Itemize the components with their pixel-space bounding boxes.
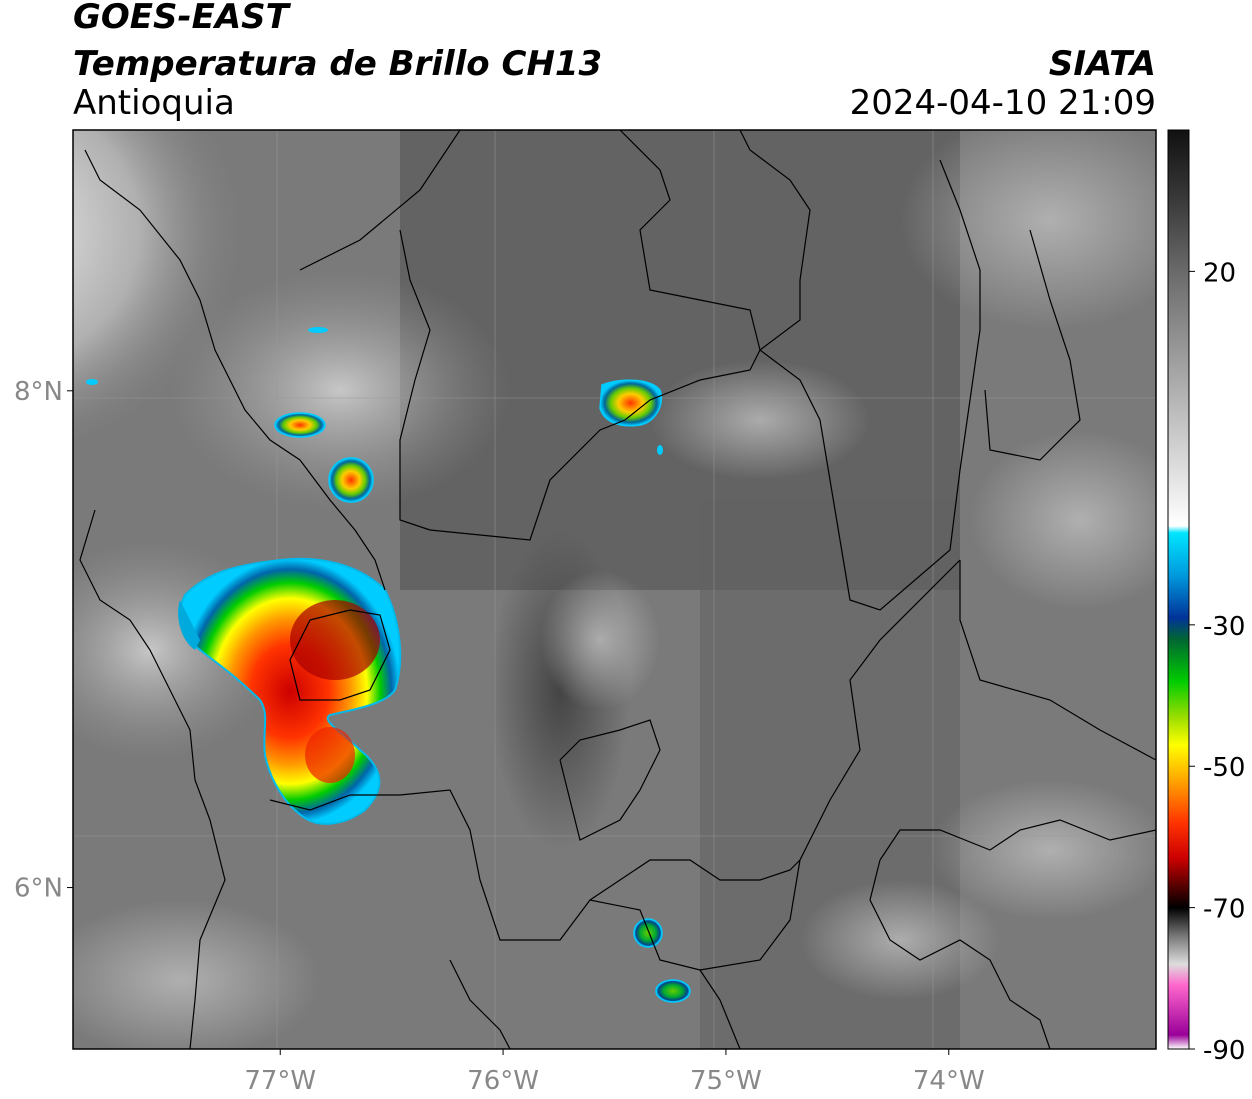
cell-south-2 — [655, 979, 691, 1003]
lat-tick-label: 6°N — [14, 874, 63, 904]
colorbar-tick-label: 20 — [1203, 258, 1236, 288]
cell-gulf-small — [274, 412, 326, 438]
longitude-tick-labels: 77°W 76°W 75°W 74°W — [244, 1049, 985, 1096]
agency-label: SIATA — [1048, 44, 1156, 84]
colorbar-tick-label: -90 — [1203, 1036, 1245, 1066]
datetime-label: 2024-04-10 21:09 — [849, 83, 1156, 123]
colorbar-tick-label: -50 — [1203, 753, 1245, 783]
product-title: Temperatura de Brillo CH13 — [73, 44, 603, 84]
colorbar-bar — [1167, 129, 1190, 1050]
satellite-image — [73, 130, 1156, 1049]
lon-tick-label: 77°W — [244, 1066, 316, 1096]
satellite-title: GOES-EAST — [73, 0, 289, 37]
lon-tick-label: 74°W — [913, 1066, 985, 1096]
lon-tick-label: 76°W — [467, 1066, 539, 1096]
convective-cells — [86, 327, 691, 1003]
cell-coast-small — [328, 457, 374, 503]
political-boundaries — [79, 130, 1156, 1049]
latitude-tick-labels: 8°N 6°N — [14, 377, 73, 904]
cell-south-1 — [633, 918, 663, 948]
lon-tick-label: 75°W — [690, 1066, 762, 1096]
colorbar-tick-label: -30 — [1203, 612, 1245, 642]
colorbar-ticks: 20 -30 -50 -70 -90 — [1189, 258, 1245, 1066]
colorbar-tick-label: -70 — [1203, 895, 1245, 925]
colorbar: 20 -30 -50 -70 -90 — [1167, 129, 1245, 1066]
lat-tick-label: 8°N — [14, 377, 63, 407]
map-frame — [72, 129, 1157, 1050]
region-label: Antioquia — [73, 83, 235, 123]
cell-north-east — [599, 379, 662, 427]
